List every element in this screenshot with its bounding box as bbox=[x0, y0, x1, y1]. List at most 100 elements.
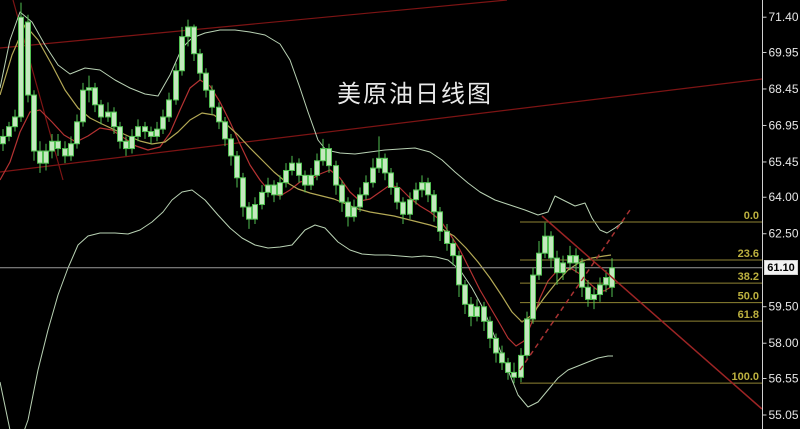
candle-body bbox=[191, 26, 197, 55]
candle-body bbox=[542, 235, 548, 254]
axis-tick-label: 71.40 bbox=[769, 10, 799, 24]
candle-body bbox=[345, 201, 351, 218]
candle-body bbox=[419, 182, 425, 191]
candle-body bbox=[129, 135, 135, 150]
candle-body bbox=[407, 199, 413, 215]
candle-body bbox=[573, 255, 579, 264]
channel-lower-line bbox=[0, 78, 763, 173]
candle-body bbox=[320, 148, 326, 162]
axis-tick-label: 64.00 bbox=[769, 190, 799, 204]
candle-body bbox=[203, 72, 209, 91]
candle-body bbox=[579, 262, 585, 288]
candle-body bbox=[98, 104, 104, 118]
candle-body bbox=[62, 148, 68, 157]
axis-tick-label: 56.55 bbox=[769, 372, 799, 386]
candle-body bbox=[468, 303, 474, 317]
candle-body bbox=[197, 53, 203, 74]
candle-body bbox=[283, 169, 289, 184]
candle-body bbox=[265, 184, 271, 193]
candle-body bbox=[505, 362, 511, 373]
candle-body bbox=[148, 131, 154, 137]
candle-body bbox=[597, 284, 603, 296]
candle-body bbox=[444, 230, 450, 244]
candle-body bbox=[518, 354, 524, 378]
candle-body bbox=[499, 352, 505, 364]
fib-label-50.0: 50.0 bbox=[738, 291, 759, 303]
chart-title: 美原油日线图 bbox=[337, 82, 493, 108]
candle-body bbox=[370, 167, 376, 184]
candle-body bbox=[308, 174, 314, 186]
candle-body bbox=[80, 89, 86, 123]
candle-body bbox=[437, 211, 443, 232]
channel-upper-line bbox=[0, 0, 508, 49]
right-descending-trendline bbox=[541, 215, 763, 410]
candle-body bbox=[43, 150, 49, 164]
candle-body bbox=[246, 206, 252, 220]
candle-body bbox=[425, 182, 431, 196]
candle-body bbox=[49, 140, 55, 152]
candle-body bbox=[277, 182, 283, 196]
dashed-rising-trendline bbox=[519, 209, 631, 371]
axis-tick-label: 69.95 bbox=[769, 45, 799, 59]
ma-slow-yellow bbox=[0, 24, 612, 323]
candle-body bbox=[74, 121, 80, 145]
candle-body bbox=[68, 143, 74, 157]
candle-body bbox=[456, 255, 462, 286]
axis-tick-label: 62.50 bbox=[769, 227, 799, 241]
candle-body bbox=[154, 128, 160, 137]
axis-tick-label: 55.05 bbox=[769, 408, 799, 422]
candle-body bbox=[271, 184, 277, 196]
candle-body bbox=[111, 111, 117, 128]
candle-body bbox=[252, 204, 258, 220]
current-price-label: 61.10 bbox=[764, 260, 798, 275]
candle-body bbox=[222, 121, 228, 140]
fib-label-100.0: 100.0 bbox=[731, 371, 759, 383]
candle-body bbox=[296, 162, 302, 176]
bollinger-upper-band bbox=[0, 11, 624, 234]
candle-body bbox=[400, 201, 406, 215]
candle-body bbox=[302, 174, 308, 186]
axis-tick-label: 58.00 bbox=[769, 336, 799, 350]
candle-body bbox=[413, 189, 419, 201]
candle-body bbox=[314, 160, 320, 176]
candle-body bbox=[6, 126, 12, 137]
candle-body bbox=[37, 150, 43, 164]
candle-body bbox=[179, 36, 185, 72]
axis-tick-label: 59.50 bbox=[769, 300, 799, 314]
candle-body bbox=[31, 94, 37, 152]
fib-label-0.0: 0.0 bbox=[744, 210, 759, 222]
bollinger-lower-band bbox=[0, 189, 613, 429]
candle-body bbox=[511, 371, 517, 378]
candle-body bbox=[462, 284, 468, 305]
candle-body bbox=[326, 148, 332, 167]
candle-body bbox=[585, 286, 591, 300]
ma-fast-red bbox=[0, 79, 612, 347]
candle-body bbox=[450, 242, 456, 257]
candle-body bbox=[376, 157, 382, 169]
candle-body bbox=[160, 116, 166, 130]
candle-body bbox=[12, 116, 18, 128]
candle-body bbox=[173, 70, 179, 101]
candle-body bbox=[524, 318, 530, 356]
candle-body bbox=[105, 111, 111, 118]
candle-body bbox=[259, 191, 265, 206]
candle-body bbox=[567, 255, 573, 264]
candle-body bbox=[55, 140, 61, 150]
candle-body bbox=[339, 184, 345, 203]
candle-body bbox=[18, 16, 24, 118]
candle-body bbox=[487, 320, 493, 339]
candle-body bbox=[117, 126, 123, 142]
candle-body bbox=[234, 155, 240, 179]
candle-body bbox=[603, 277, 609, 286]
candle-body bbox=[240, 177, 246, 208]
candle-body bbox=[92, 87, 98, 106]
candle-body bbox=[363, 182, 369, 196]
candle-body bbox=[228, 138, 234, 157]
fib-label-23.6: 23.6 bbox=[738, 248, 759, 260]
axis-tick-label: 65.45 bbox=[769, 155, 799, 169]
candle-body bbox=[530, 274, 536, 320]
candle-body bbox=[0, 135, 6, 145]
axis-tick-label: 66.95 bbox=[769, 118, 799, 132]
